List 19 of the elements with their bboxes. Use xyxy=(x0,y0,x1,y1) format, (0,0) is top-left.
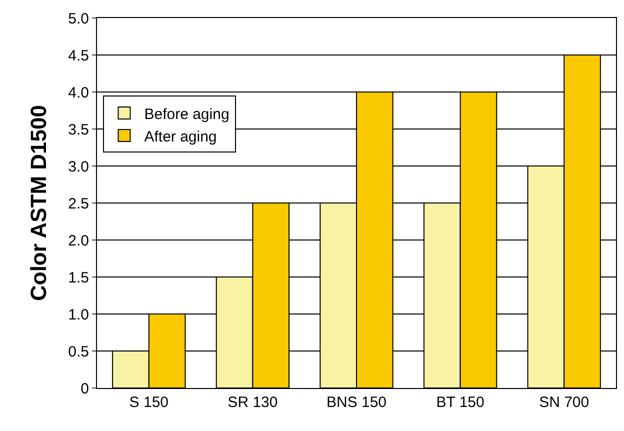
legend-label: After aging xyxy=(144,128,217,146)
x-tick-label: BT 150 xyxy=(436,394,484,411)
y-tick-label: 2.0 xyxy=(68,232,89,250)
x-tick-label: S 150 xyxy=(129,394,168,411)
x-tick-label: BNS 150 xyxy=(326,394,387,411)
y-tick-label: 3.0 xyxy=(68,158,89,176)
y-axis-title: Color ASTM D1500 xyxy=(26,104,51,302)
y-tick-label: 0 xyxy=(80,380,89,398)
y-tick-label: 4.5 xyxy=(68,47,89,64)
y-tick-label: 1.5 xyxy=(68,269,89,286)
x-tick-label: SN 700 xyxy=(539,394,590,411)
y-tick-label: 0.5 xyxy=(68,343,89,360)
legend-label: Before aging xyxy=(144,106,230,123)
y-tick-label: 5.0 xyxy=(68,10,89,28)
y-tick-label: 4.0 xyxy=(68,84,89,102)
y-tick-label: 2.5 xyxy=(68,195,89,212)
y-tick-label: 3.5 xyxy=(68,121,89,138)
y-tick-label: 1.0 xyxy=(68,306,89,324)
x-tick-label: SR 130 xyxy=(228,394,278,411)
